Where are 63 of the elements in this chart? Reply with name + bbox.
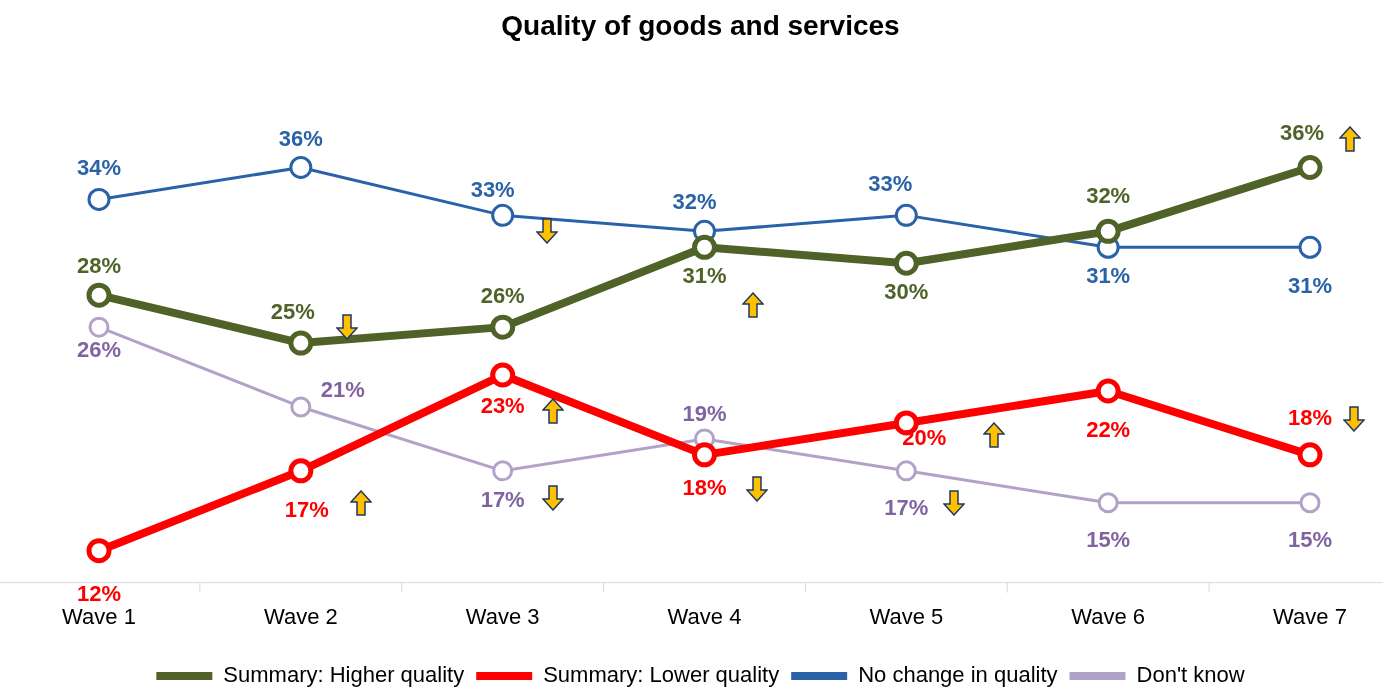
x-tick-label: Wave 6 [1071,603,1146,629]
point [692,234,717,260]
data-label: 33% [470,177,515,203]
data-label: 21% [320,377,365,403]
legend-label: No change in quality [858,662,1058,688]
data-label: 17% [480,486,525,512]
point [491,203,515,227]
legend-label: Summary: Lower quality [543,662,780,688]
data-label: 17% [884,494,929,520]
point [289,155,313,179]
point [895,460,917,482]
data-label: 30% [884,279,929,305]
x-tick-label: Wave 7 [1273,603,1347,629]
data-label: 17% [284,496,329,522]
x-tick-label: Wave 3 [465,603,540,629]
chart-title: Quality of goods and services [501,9,900,41]
x-tick-label: Wave 4 [667,603,742,629]
data-label: 15% [1086,526,1131,552]
data-label: 34% [76,155,122,181]
point [692,442,717,468]
point [86,282,112,308]
data-label: 15% [1287,526,1333,552]
point [288,330,314,356]
x-tick-label: Wave 5 [869,603,944,629]
data-label: 31% [1086,263,1131,289]
point [88,316,110,338]
x-tick-label: Wave 1 [62,603,136,629]
data-label: 12% [76,580,122,606]
point [893,250,919,276]
data-label: 36% [1279,119,1325,145]
data-label: 26% [76,337,122,363]
data-label: 36% [278,125,323,151]
point [1299,492,1321,514]
data-label: 28% [76,253,122,279]
data-label: 23% [480,393,525,419]
point [87,187,111,211]
data-label: 31% [1287,273,1333,299]
data-label: 32% [672,189,717,215]
point [1095,378,1121,404]
point [894,203,918,227]
data-label: 33% [868,171,913,197]
data-label: 19% [682,400,727,426]
x-tick-label: Wave 2 [263,603,338,629]
point [86,538,112,564]
point [490,362,516,388]
data-label: 18% [682,474,727,500]
data-label: 22% [1086,417,1131,443]
point [1095,218,1121,244]
data-label: 31% [682,263,727,289]
legend-label: Summary: Higher quality [223,662,465,688]
data-label: 26% [480,283,525,309]
point [1298,235,1322,259]
data-label: 25% [270,299,315,325]
point [492,460,514,482]
point [288,458,314,484]
data-label: 18% [1287,404,1333,430]
point [1097,492,1119,514]
point [290,396,312,418]
point [1297,154,1323,180]
point [490,314,516,340]
data-label: 32% [1086,183,1131,209]
legend-label: Don't know [1136,662,1245,688]
point [1297,442,1323,468]
